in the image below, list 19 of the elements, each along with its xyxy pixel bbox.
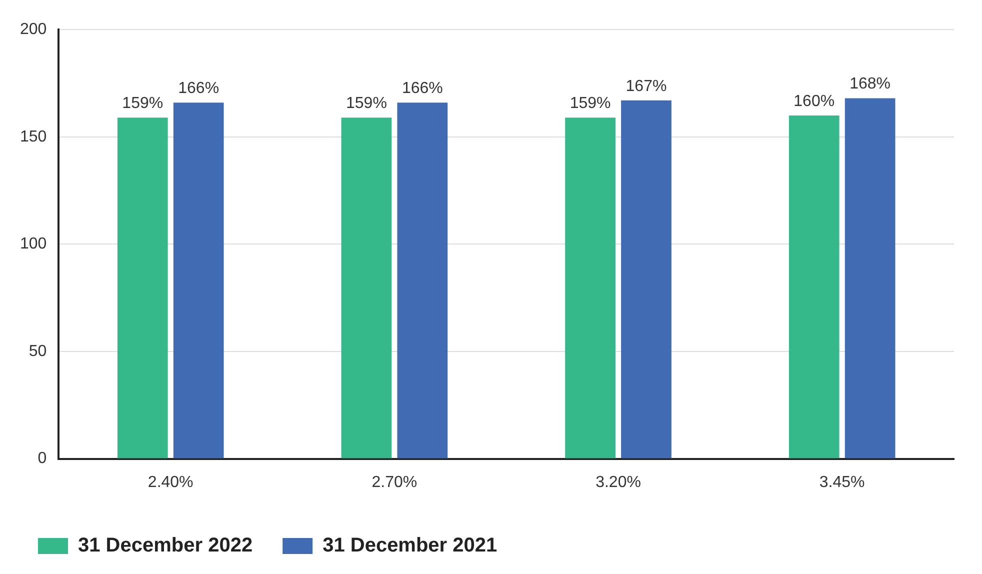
data-label: 166% [178, 80, 220, 97]
data-label: 168% [850, 76, 891, 93]
x-tick-label: 2.70% [372, 474, 418, 491]
x-tick-label: 3.45% [819, 474, 865, 491]
y-tick-label: 0 [38, 450, 47, 468]
y-tick-label: 50 [28, 342, 47, 360]
legend-label: 31 December 2022 [78, 534, 253, 557]
y-tick-label: 200 [20, 21, 47, 38]
y-tick-label: 100 [20, 236, 47, 253]
data-label: 160% [794, 92, 835, 110]
legend-label: 31 December 2021 [322, 534, 498, 557]
x-tick-label: 2.40% [148, 474, 194, 491]
data-label: 166% [402, 80, 443, 97]
data-label: 167% [626, 78, 667, 95]
data-label: 159% [346, 94, 387, 112]
y-tick-label: 150 [20, 128, 47, 146]
data-label: 159% [122, 94, 164, 112]
x-tick-label: 3.20% [596, 474, 641, 491]
data-label: 159% [570, 94, 611, 112]
